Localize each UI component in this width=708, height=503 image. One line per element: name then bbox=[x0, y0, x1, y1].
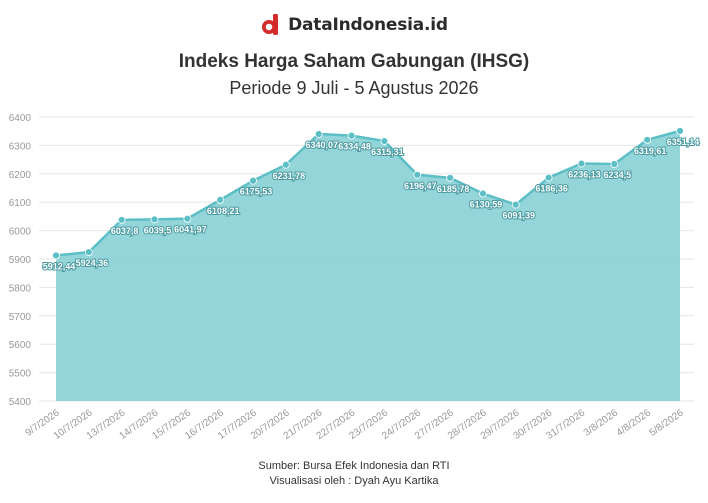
data-point[interactable] bbox=[446, 173, 455, 182]
data-label: 5924,36 bbox=[76, 258, 109, 268]
source-text: Sumber: Bursa Efek Indonesia dan RTI bbox=[258, 460, 450, 472]
y-tick-label: 5500 bbox=[9, 369, 32, 380]
y-tick-label: 6300 bbox=[9, 141, 32, 152]
data-label: 6175,53 bbox=[240, 187, 273, 197]
data-point[interactable] bbox=[610, 160, 619, 168]
data-label: 6340,07 bbox=[305, 140, 338, 150]
credit-text: Visualisasi oleh : Dyah Ayu Kartika bbox=[269, 475, 439, 487]
chart-title: Indeks Harga Saham Gabungan (IHSG) bbox=[178, 51, 530, 72]
data-label: 6351,14 bbox=[667, 137, 700, 147]
data-point[interactable] bbox=[314, 130, 323, 138]
data-point[interactable] bbox=[380, 137, 389, 145]
data-label: 6130,59 bbox=[470, 200, 503, 210]
x-axis: 9/7/202610/7/202613/7/202614/7/202615/7/… bbox=[24, 407, 687, 442]
data-point[interactable] bbox=[577, 159, 586, 168]
dataindonesia-logo-icon bbox=[262, 14, 279, 35]
data-point[interactable] bbox=[150, 215, 159, 224]
data-point[interactable] bbox=[84, 248, 93, 256]
data-label: 6091,39 bbox=[503, 211, 536, 221]
data-label: 6186,36 bbox=[535, 184, 568, 194]
y-tick-label: 5700 bbox=[9, 312, 32, 323]
data-label: 6315,31 bbox=[371, 147, 404, 157]
data-point[interactable] bbox=[183, 214, 192, 223]
data-label: 6231,78 bbox=[273, 171, 306, 181]
y-tick-label: 5600 bbox=[9, 340, 32, 351]
data-label: 6041,97 bbox=[174, 225, 207, 235]
chart-footer: Sumber: Bursa Efek Indonesia dan RTI Vis… bbox=[0, 459, 708, 489]
data-label: 6039,5 bbox=[144, 225, 172, 235]
data-point[interactable] bbox=[216, 195, 225, 204]
data-label: 6334,48 bbox=[338, 142, 371, 152]
y-tick-label: 5800 bbox=[9, 283, 32, 294]
data-label: 6234,5 bbox=[604, 170, 632, 180]
data-label: 6185,78 bbox=[437, 184, 470, 194]
data-point[interactable] bbox=[52, 251, 60, 260]
series-line bbox=[55, 129, 681, 257]
y-tick-label: 5900 bbox=[9, 255, 32, 266]
chart-subtitle: Periode 9 Juli - 5 Agustus 2026 bbox=[229, 78, 479, 98]
y-tick-label: 5400 bbox=[9, 397, 32, 408]
data-point[interactable] bbox=[544, 173, 553, 182]
data-label: 6196,47 bbox=[404, 181, 437, 191]
data-point[interactable] bbox=[281, 160, 290, 169]
data-point[interactable] bbox=[479, 189, 487, 198]
x-tick-label: 3/8/2026 bbox=[582, 407, 621, 439]
brand-header: DataIndonesia.id bbox=[0, 14, 708, 36]
data-label: 6037,8 bbox=[111, 226, 139, 236]
x-tick-label: 5/8/2026 bbox=[648, 407, 687, 439]
data-label: 6236,13 bbox=[568, 170, 601, 180]
brand-name: DataIndonesia.id bbox=[288, 15, 448, 35]
data-point[interactable] bbox=[117, 215, 126, 224]
y-tick-label: 6100 bbox=[9, 198, 32, 209]
y-axis: 5400 5500 5600 5700 5800 5900 6000 6100 6200 6300… bbox=[9, 113, 32, 408]
data-labels: 5912,44 5924,36 6037,8 6039,5 6041,976108,21… bbox=[42, 136, 701, 273]
y-tick-label: 6400 bbox=[9, 113, 32, 124]
data-point[interactable] bbox=[413, 170, 422, 179]
data-label: 5912,44 bbox=[43, 261, 76, 271]
data-point[interactable] bbox=[643, 135, 652, 144]
x-tick-label: 4/8/2026 bbox=[615, 407, 654, 439]
data-point[interactable] bbox=[249, 176, 257, 185]
data-point[interactable] bbox=[676, 126, 684, 135]
data-point[interactable] bbox=[511, 200, 520, 209]
y-tick-label: 6000 bbox=[9, 227, 32, 238]
data-label: 6108,21 bbox=[207, 206, 240, 216]
y-tick-label: 6200 bbox=[9, 170, 32, 181]
data-label: 6319,61 bbox=[634, 146, 667, 156]
data-point[interactable] bbox=[347, 131, 356, 140]
data-series bbox=[52, 126, 684, 402]
